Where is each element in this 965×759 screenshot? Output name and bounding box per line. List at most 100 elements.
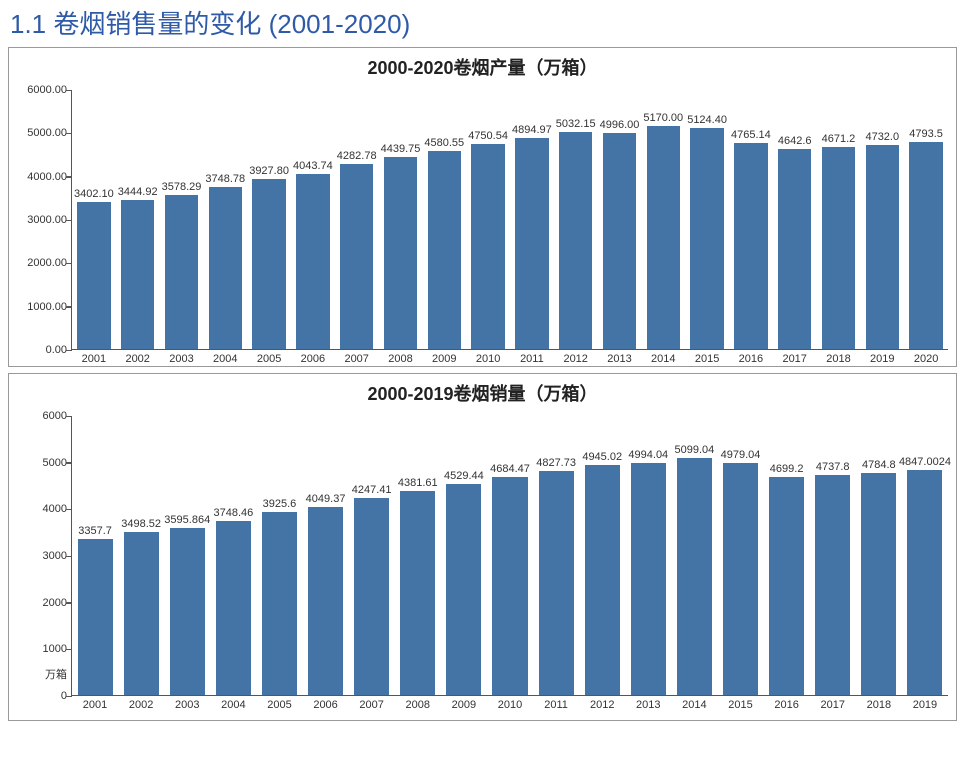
chart1-xtick-label: 2020 — [914, 353, 938, 365]
sales-chart: 2000-2019卷烟销量（万箱） 0100020003000400050006… — [8, 373, 957, 721]
chart1-ytick-mark — [66, 350, 72, 352]
chart2-ytick-mark — [66, 696, 72, 698]
chart2-xtick-label: 2002 — [129, 699, 153, 711]
chart2-bar-value-label: 4247.41 — [352, 484, 392, 496]
chart1-bar-value-label: 4894.97 — [512, 124, 552, 136]
chart1-bar-slot: 4642.62017 — [773, 90, 817, 349]
chart2-bar: 3748.46 — [216, 521, 251, 695]
chart2-xtick-label: 2018 — [867, 699, 891, 711]
chart1-bar-slot: 4765.142016 — [729, 90, 773, 349]
chart2-bar-value-label: 3748.46 — [213, 507, 253, 519]
chart2-bar-slot: 3748.462004 — [210, 416, 256, 695]
chart1-bar-value-label: 4732.0 — [865, 131, 899, 143]
chart2-xtick-label: 2013 — [636, 699, 660, 711]
chart2-bar: 4827.73 — [539, 471, 574, 695]
chart1-bar-value-label: 5124.40 — [687, 114, 727, 126]
chart1-bar-value-label: 4439.75 — [381, 143, 421, 155]
chart1-xtick-label: 2018 — [826, 353, 850, 365]
chart1-bar: 4996.00 — [603, 133, 636, 349]
chart1-ytick-label: 6000.00 — [27, 84, 67, 96]
chart1-xtick-label: 2001 — [82, 353, 106, 365]
chart2-ytick-label: 3000 — [43, 550, 67, 562]
chart1-ytick-label: 4000.00 — [27, 171, 67, 183]
chart1-bar-value-label: 5170.00 — [643, 112, 683, 124]
chart1-xtick-label: 2010 — [476, 353, 500, 365]
chart1-bar-value-label: 4580.55 — [424, 137, 464, 149]
chart2-xtick-label: 2005 — [267, 699, 291, 711]
chart2-xtick-label: 2015 — [728, 699, 752, 711]
chart1-bar-value-label: 3402.10 — [74, 188, 114, 200]
chart2-bar-value-label: 3595.864 — [164, 514, 210, 526]
chart1-bar-slot: 3748.782004 — [203, 90, 247, 349]
chart1-xtick-label: 2011 — [520, 353, 544, 365]
chart1-xtick-label: 2016 — [739, 353, 763, 365]
chart2-bar: 4945.02 — [585, 465, 620, 695]
chart1-bar-slot: 4580.552009 — [422, 90, 466, 349]
chart1-ytick-label: 0.00 — [46, 344, 67, 356]
chart2-bar-value-label: 4049.37 — [306, 493, 346, 505]
chart1-bar-value-label: 5032.15 — [556, 118, 596, 130]
chart2-bar: 3925.6 — [262, 512, 297, 695]
chart2-xtick-label: 2006 — [313, 699, 337, 711]
chart2-bar-slot: 4737.82017 — [810, 416, 856, 695]
chart2-xtick-label: 2008 — [406, 699, 430, 711]
chart2-xtick-label: 2016 — [774, 699, 798, 711]
chart2-bar: 3357.7 — [78, 539, 113, 695]
chart1-bar: 5032.15 — [559, 132, 592, 349]
chart2-xtick-label: 2001 — [83, 699, 107, 711]
chart2-bar: 4247.41 — [354, 498, 389, 696]
chart1-xtick-label: 2014 — [651, 353, 675, 365]
chart2-bar-slot: 4827.732011 — [533, 416, 579, 695]
chart2-xtick-label: 2019 — [913, 699, 937, 711]
chart2-ytick-label: 2000 — [43, 597, 67, 609]
chart1-plot: 0.001000.002000.003000.004000.005000.006… — [9, 90, 956, 350]
chart1-bar-slot: 4671.22018 — [817, 90, 861, 349]
chart1-bar-slot: 4996.002013 — [598, 90, 642, 349]
chart1-bar-slot: 3578.292003 — [160, 90, 204, 349]
chart2-bar-value-label: 4847.0024 — [899, 456, 951, 468]
chart2-bar-value-label: 4737.8 — [816, 461, 850, 473]
chart1-bar-value-label: 3444.92 — [118, 186, 158, 198]
chart2-bar: 3595.864 — [170, 528, 205, 695]
chart1-ytick-label: 5000.00 — [27, 127, 67, 139]
chart2-bar: 4737.8 — [815, 475, 850, 695]
chart1-bar: 4282.78 — [340, 164, 373, 349]
chart2-xtick-label: 2010 — [498, 699, 522, 711]
chart2-bar-value-label: 3357.7 — [78, 525, 112, 537]
chart2-bar-slot: 4784.82018 — [856, 416, 902, 695]
chart2-bar: 4381.61 — [400, 491, 435, 695]
chart1-bar-slot: 5032.152012 — [554, 90, 598, 349]
chart2-bar-slot: 4847.00242019 — [902, 416, 948, 695]
chart1-bar-slot: 4439.752008 — [379, 90, 423, 349]
chart2-bar-slot: 4529.442009 — [441, 416, 487, 695]
chart2-title: 2000-2019卷烟销量（万箱） — [9, 380, 956, 406]
chart1-bar-slot: 5124.402015 — [685, 90, 729, 349]
chart1-bar: 5124.40 — [690, 128, 723, 349]
chart2-bar-value-label: 4784.8 — [862, 459, 896, 471]
chart1-bar-value-label: 3748.78 — [205, 173, 245, 185]
chart2-bar-value-label: 4979.04 — [721, 449, 761, 461]
chart2-bar-value-label: 3498.52 — [121, 518, 161, 530]
chart1-y-axis: 0.001000.002000.003000.004000.005000.006… — [9, 90, 71, 350]
chart1-bar-value-label: 4043.74 — [293, 160, 333, 172]
chart2-ytick-label: 5000 — [43, 457, 67, 469]
chart2-bar: 4784.8 — [861, 473, 896, 695]
chart2-bar: 4529.44 — [446, 484, 481, 695]
chart1-bar: 4043.74 — [296, 174, 329, 349]
chart1-bar-value-label: 4765.14 — [731, 129, 771, 141]
chart2-bar-slot: 4994.042013 — [625, 416, 671, 695]
chart2-bar-slot: 4684.472010 — [487, 416, 533, 695]
chart1-bar-slot: 3402.102001 — [72, 90, 116, 349]
chart1-xtick-label: 2006 — [301, 353, 325, 365]
chart2-bar-slot: 4979.042015 — [717, 416, 763, 695]
chart1-ytick-label: 3000.00 — [27, 214, 67, 226]
chart1-bar-value-label: 4793.5 — [909, 128, 943, 140]
chart2-ytick-label: 1000 — [43, 643, 67, 655]
chart1-title: 2000-2020卷烟产量（万箱） — [9, 54, 956, 80]
chart2-xtick-label: 2014 — [682, 699, 706, 711]
chart2-plot: 0100020003000400050006000万箱 3357.7200134… — [9, 416, 956, 696]
page-title: 1.1 卷烟销售量的变化 (2001-2020) — [10, 4, 965, 41]
chart1-xtick-label: 2005 — [257, 353, 281, 365]
chart1-bar-value-label: 4642.6 — [778, 135, 812, 147]
chart2-bar: 4979.04 — [723, 463, 758, 695]
